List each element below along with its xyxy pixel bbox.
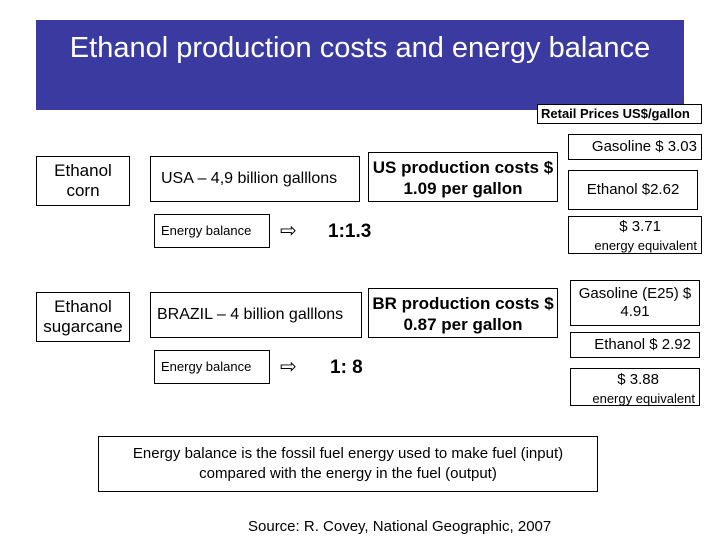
sugarcane-equivalent-label: energy equivalent [592,391,695,406]
corn-arrow-icon: ⇨ [280,220,297,242]
energy-balance-definition: Energy balance is the fossil fuel energy… [98,436,598,492]
br-production-cost-box: BR production costs $ 0.87 per gallon [368,288,558,338]
sugarcane-gasoline-price: Gasoline (E25) $ 4.91 [570,280,700,326]
corn-equivalent-price: $ 3.71 [619,218,661,235]
corn-energy-ratio: 1:1.3 [328,221,372,242]
corn-equivalent-box: $ 3.71 energy equivalent [568,216,702,254]
source-citation: Source: R. Covey, National Geographic, 2… [248,518,552,535]
corn-ethanol-price: Ethanol $2.62 [568,170,698,210]
title-banner: Ethanol production costs and energy bala… [36,20,684,110]
sugarcane-arrow-icon: ⇨ [280,356,297,378]
brazil-production-box: BRAZIL – 4 billion galllons [150,292,362,338]
corn-gasoline-price: Gasoline $ 3.03 [568,134,702,160]
ethanol-corn-label: Ethanol corn [36,156,130,206]
usa-production-box: USA – 4,9 billion galllons [150,156,360,202]
sugarcane-energy-balance-box: Energy balance [154,350,270,384]
retail-prices-label: Retail Prices US$/gallon [537,104,702,124]
sugarcane-equivalent-box: $ 3.88 energy equivalent [570,368,700,406]
sugarcane-equivalent-price: $ 3.88 [617,371,659,388]
slide-title: Ethanol production costs and energy bala… [69,32,651,64]
corn-energy-balance-box: Energy balance [154,214,270,248]
us-production-cost-box: US production costs $ 1.09 per gallon [368,152,558,202]
sugarcane-ethanol-price: Ethanol $ 2.92 [570,332,700,358]
corn-equivalent-label: energy equivalent [594,238,697,253]
ethanol-sugarcane-label: Ethanol sugarcane [36,292,130,342]
sugarcane-energy-ratio: 1: 8 [330,357,363,378]
